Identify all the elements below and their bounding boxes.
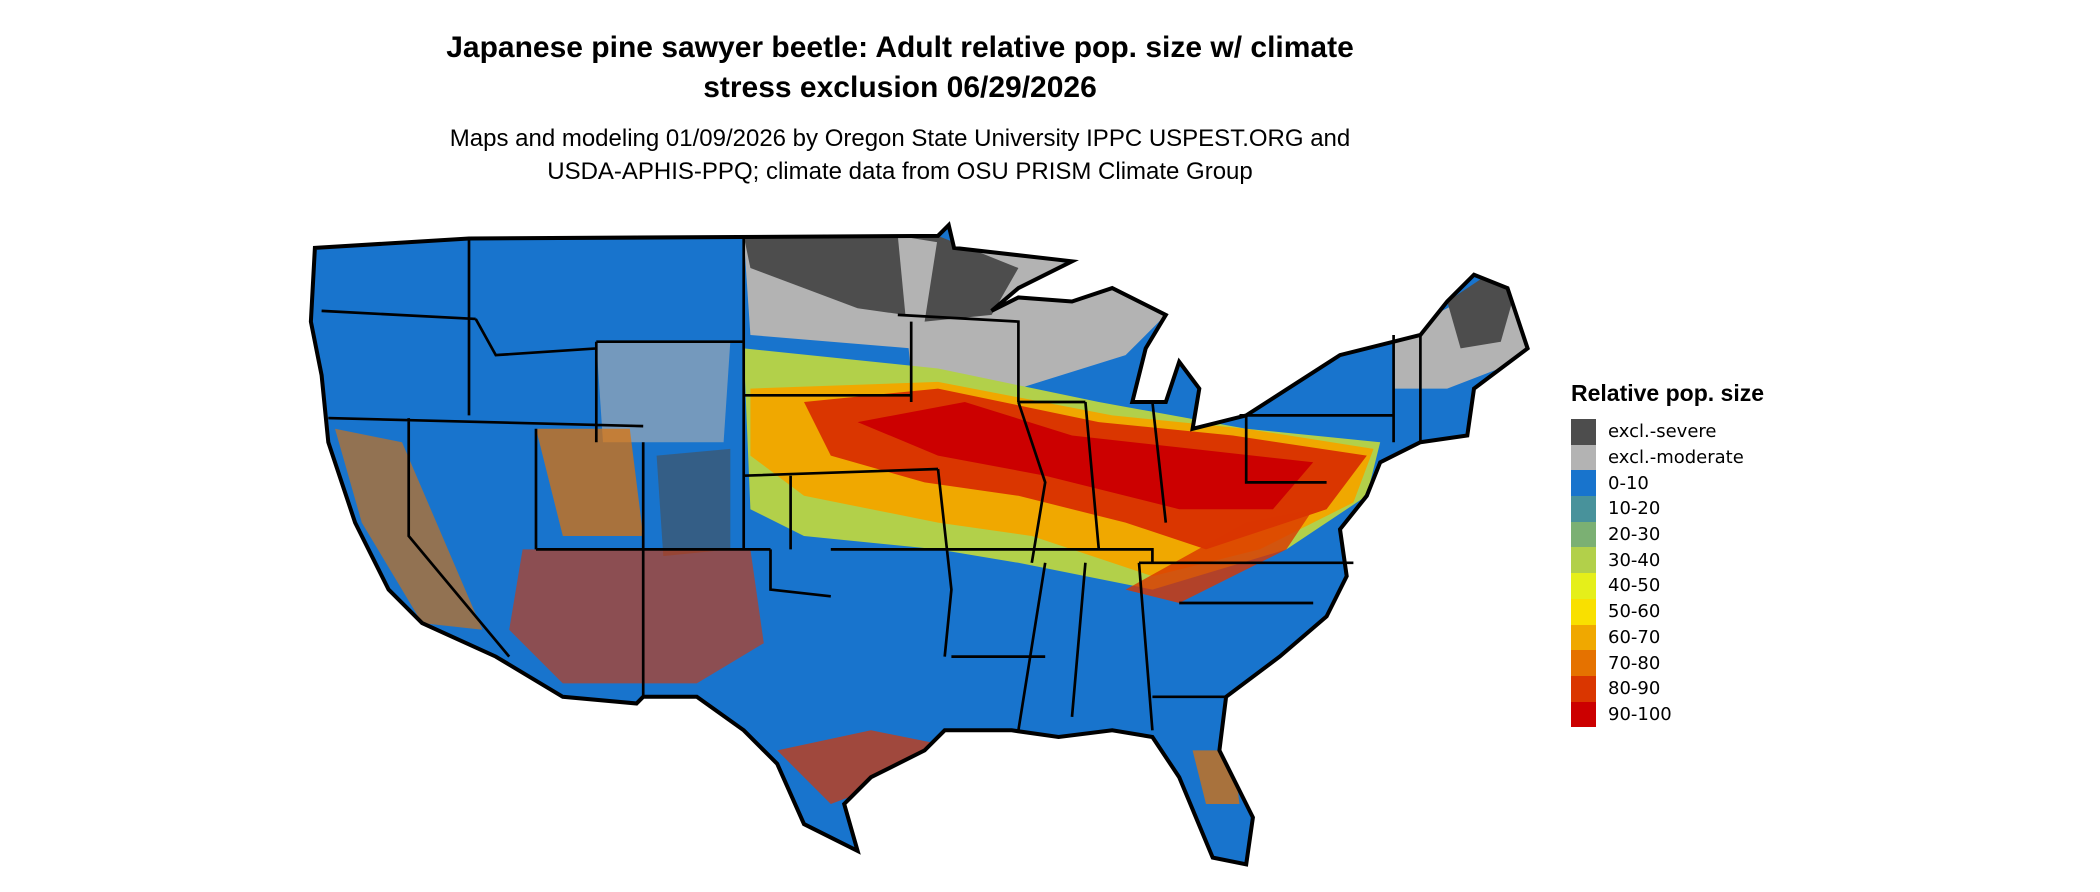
region-excl-severe-maine [1447,274,1515,349]
subtitle-line-1: Maps and modeling 01/09/2026 by Oregon S… [449,125,1351,152]
legend-swatch [1571,496,1596,522]
legend-item: 90-100 [1571,701,1764,728]
legend-label: 60-70 [1608,626,1661,648]
legend-label: excl.-severe [1608,421,1717,443]
legend-item: 40-50 [1571,573,1764,599]
legend-label: 90-100 [1608,703,1672,725]
subtitle-line-2: USDA-APHIS-PPQ; climate data from OSU PR… [547,158,1253,185]
legend-swatch [1571,419,1596,445]
region-80-90-texas-coast [777,730,938,804]
legend-label: 80-90 [1608,678,1661,700]
legend-item: 50-60 [1571,598,1764,625]
legend-swatch [1571,701,1596,728]
region-80-90-southwest [509,549,764,684]
legend-items: excl.-severe excl.-moderate 0-10 10-20 20-30… [1571,419,1764,728]
state-borders [321,235,1422,731]
legend-label: 10-20 [1608,498,1661,520]
legend-swatch [1571,547,1596,574]
title-line-1: Japanese pine sawyer beetle: Adult relat… [446,31,1354,64]
legend-swatch [1571,573,1596,599]
legend-swatch [1571,470,1596,497]
legend: Relative pop. size excl.-severe excl.-mod… [1571,380,1765,728]
map-title: Japanese pine sawyer beetle: Adult relat… [0,28,1800,108]
state-border-lines [321,235,1422,731]
region-90-100 [857,402,1314,510]
region-80-90-appalachia [1125,509,1314,603]
legend-label: excl.-moderate [1608,447,1744,469]
region-excl-severe-colorado [656,448,731,557]
legend-item: excl.-moderate [1571,444,1764,471]
legend-label: 20-30 [1608,524,1661,546]
legend-item: 10-20 [1571,496,1764,522]
legend-item: 70-80 [1571,650,1764,676]
legend-swatch [1571,598,1596,625]
legend-swatch [1571,675,1596,702]
legend-item: excl.-severe [1571,419,1764,445]
region-excl-severe-minnesota [924,235,1019,322]
legend-label: 70-80 [1608,652,1661,674]
legend-item: 60-70 [1571,624,1764,651]
map-subtitle: Maps and modeling 01/09/2026 by Oregon S… [0,122,1800,188]
region-70-80-utah [536,428,644,536]
legend-label: 40-50 [1608,575,1661,597]
legend-swatch [1571,444,1596,471]
legend-swatch [1571,650,1596,676]
legend-label: 50-60 [1608,601,1661,623]
legend-item: 0-10 [1571,470,1764,497]
legend-title: Relative pop. size [1571,380,1765,406]
legend-item: 20-30 [1571,521,1764,548]
legend-item: 30-40 [1571,547,1764,574]
region-excl-moderate-wyoming [596,341,731,443]
legend-label: 0-10 [1608,472,1649,494]
legend-label: 30-40 [1608,549,1661,571]
region-excl-severe-north-dakota [743,235,952,322]
title-line-2: stress exclusion 06/29/2026 [703,71,1097,104]
legend-swatch [1571,624,1596,651]
legend-swatch [1571,521,1596,548]
legend-item: 80-90 [1571,675,1764,702]
